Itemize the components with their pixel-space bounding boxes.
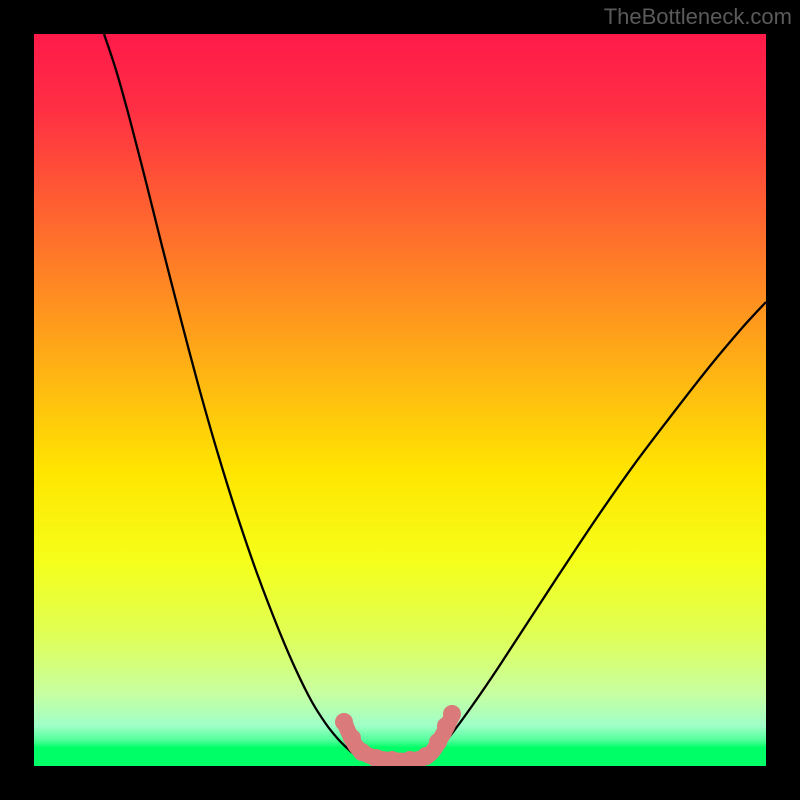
curve-right (434, 302, 766, 754)
curve-left (104, 34, 354, 754)
marker-dot (429, 733, 447, 751)
curves-layer (34, 34, 766, 766)
watermark-text: TheBottleneck.com (604, 4, 792, 30)
marker-dot (417, 747, 435, 765)
plot-area (34, 34, 766, 766)
marker-dots (335, 705, 461, 766)
marker-dot (335, 713, 353, 731)
marker-dot (443, 705, 461, 723)
